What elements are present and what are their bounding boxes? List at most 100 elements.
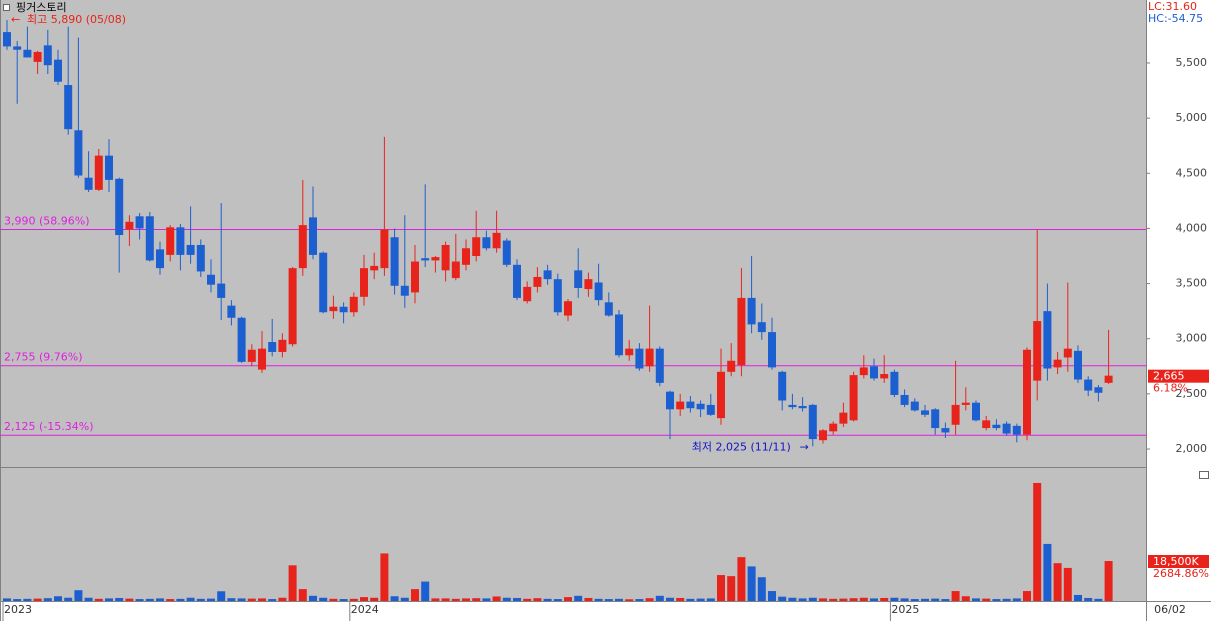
candle-body <box>421 258 430 261</box>
candle-body <box>502 240 511 265</box>
panel-close-icon[interactable] <box>1199 471 1209 479</box>
volume-bar <box>686 598 695 601</box>
candle-body <box>3 32 11 47</box>
last-volume-label: 18,500K <box>1153 555 1199 568</box>
candle-body <box>288 268 297 345</box>
candle-body <box>237 317 246 362</box>
volume-bar <box>390 596 399 601</box>
axis-background <box>1146 0 1211 621</box>
candle-body <box>727 360 736 372</box>
candle-body <box>115 178 124 236</box>
candle-body <box>227 305 236 318</box>
volume-bar <box>513 597 521 601</box>
candle-body <box>247 349 256 362</box>
candle-body <box>166 227 175 255</box>
candle-body <box>951 404 960 425</box>
volume-bar <box>349 598 358 601</box>
volume-bar <box>288 565 297 601</box>
volume-bar <box>268 599 277 601</box>
candle-body <box>829 423 838 432</box>
chart-title: 핑거스토리 <box>16 1 67 14</box>
y-tick-label: 4,500 <box>1176 166 1208 179</box>
candle-body <box>849 375 858 421</box>
y-tick-label: 4,000 <box>1176 221 1208 234</box>
volume-bar <box>594 598 603 601</box>
y-tick-label: 2,500 <box>1176 387 1208 400</box>
candle-body <box>921 410 929 415</box>
candle-body <box>931 409 940 429</box>
candle-body <box>411 261 419 293</box>
candle-body <box>584 279 593 290</box>
candle-body <box>553 279 562 313</box>
candle-body <box>156 249 164 269</box>
candle-body <box>319 252 328 313</box>
candle-body <box>523 286 532 302</box>
candle-body <box>349 296 358 313</box>
candle-body <box>655 348 664 383</box>
candle-body <box>615 314 623 356</box>
volume-bar <box>339 599 348 601</box>
candle-body <box>43 45 52 66</box>
candle-body <box>105 155 113 180</box>
volume-bar <box>84 597 93 601</box>
reference-label: 2,125 (-15.34%) <box>4 420 93 433</box>
candle-body <box>747 297 756 325</box>
candle-body <box>370 265 379 271</box>
y-tick-label: 2,000 <box>1176 442 1208 455</box>
volume-bar <box>747 566 756 601</box>
candle-body <box>125 221 134 230</box>
candle-body <box>186 244 195 255</box>
volume-bar <box>676 597 685 601</box>
volume-bar <box>166 599 175 601</box>
volume-bar <box>196 598 205 601</box>
volume-bar <box>972 598 980 601</box>
candle-body <box>513 264 521 298</box>
candle-body <box>451 261 460 279</box>
last-price-box <box>1148 369 1209 383</box>
candle-body <box>859 367 868 376</box>
candle-body <box>380 229 389 269</box>
candle-body <box>431 257 440 261</box>
volume-bar <box>400 597 409 601</box>
volume-bar <box>757 577 766 601</box>
title-icon[interactable] <box>3 4 10 11</box>
volume-bar <box>1002 598 1011 601</box>
candle-body <box>768 332 776 368</box>
candle-body <box>676 401 685 410</box>
volume-bar <box>788 597 797 601</box>
volume-bar <box>54 596 62 601</box>
candle-body <box>482 237 491 249</box>
candle-body <box>309 217 317 255</box>
candle-body <box>870 366 878 379</box>
candle-body <box>696 403 705 410</box>
volume-bar <box>502 597 511 601</box>
candle-body <box>64 85 73 130</box>
volume-bar <box>727 576 736 601</box>
candle-body <box>625 348 634 356</box>
volume-bar <box>298 589 307 601</box>
volume-bar <box>931 598 940 601</box>
volume-bar <box>564 597 572 601</box>
candle-body <box>1063 348 1072 358</box>
volume-bar <box>849 598 858 601</box>
candle-body <box>992 424 1001 429</box>
volume-bar <box>1063 567 1072 601</box>
candle-body <box>196 244 205 272</box>
candle-body <box>217 283 226 298</box>
volume-bar <box>890 597 899 601</box>
candle-body <box>564 301 572 316</box>
y-tick-label: 3,500 <box>1176 277 1208 290</box>
candle-body <box>1084 379 1093 391</box>
volume-bar <box>186 597 195 601</box>
volume-bar <box>1043 543 1052 601</box>
volume-change: 2684.86% <box>1153 567 1209 580</box>
volume-bar <box>992 599 1001 601</box>
candle-body <box>400 285 409 296</box>
candle-body <box>666 391 674 410</box>
candle-body <box>268 342 277 352</box>
volume-bar <box>604 599 613 601</box>
volume-bar <box>1074 594 1082 601</box>
candle-body <box>880 374 889 379</box>
volume-bar <box>43 598 52 601</box>
volume-bar <box>23 598 32 601</box>
